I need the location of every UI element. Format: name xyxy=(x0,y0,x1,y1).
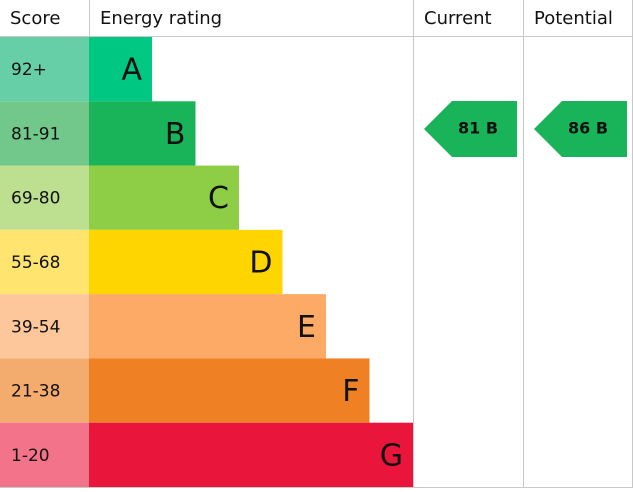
score-label: 1-20 xyxy=(11,446,50,466)
score-label: 21-38 xyxy=(11,382,60,402)
score-cell xyxy=(0,294,89,359)
bands: 92+ A 81-91 B 69-80 C 55-68 D 39-54 E 21-38 F 1-20 G xyxy=(0,37,413,487)
score-cell xyxy=(0,422,89,487)
score-label: 39-54 xyxy=(11,317,60,337)
potential-arrow xyxy=(534,101,627,157)
current-header: Current xyxy=(424,8,492,29)
rating-bar xyxy=(89,358,370,423)
rating-letter: F xyxy=(342,374,359,409)
rating-letter: D xyxy=(249,246,272,281)
rating-letter: C xyxy=(208,181,229,216)
score-cell xyxy=(0,358,89,423)
rating-letter: G xyxy=(380,438,403,473)
score-label: 55-68 xyxy=(11,253,60,273)
score-cell xyxy=(0,101,89,166)
rating-bar xyxy=(89,165,239,230)
score-cell xyxy=(0,165,89,230)
potential-header: Potential xyxy=(534,8,613,29)
score-header: Score xyxy=(10,8,60,29)
rating-header: Energy rating xyxy=(100,8,222,29)
rating-bar xyxy=(89,37,152,102)
rating-bar xyxy=(89,294,326,359)
rating-letter: E xyxy=(297,310,316,345)
potential-label: 86 B xyxy=(568,119,608,138)
score-label: 81-91 xyxy=(11,124,60,144)
score-cell xyxy=(0,37,89,102)
rating-bar xyxy=(89,101,196,166)
score-label: 69-80 xyxy=(11,189,60,209)
current-label: 81 B xyxy=(458,119,498,138)
score-label: 92+ xyxy=(11,60,47,80)
rating-bar xyxy=(89,229,283,295)
rating-bar xyxy=(89,422,413,487)
current-arrow xyxy=(424,101,517,157)
score-cell xyxy=(0,229,89,295)
rating-letter: A xyxy=(121,53,142,88)
rating-letter: B xyxy=(165,117,186,152)
